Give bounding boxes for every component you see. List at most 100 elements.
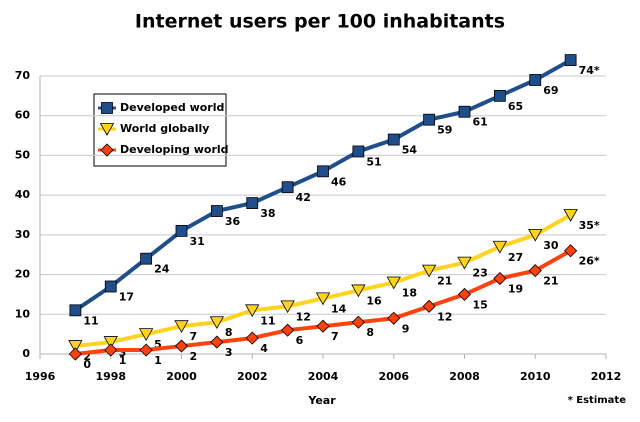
chart-title: Internet users per 100 inhabitants bbox=[135, 11, 505, 33]
data-label: 11 bbox=[260, 314, 275, 327]
x-tick-label: 2006 bbox=[378, 370, 409, 383]
data-label: 4 bbox=[260, 342, 268, 355]
data-label: 65 bbox=[508, 100, 523, 113]
legend-marker bbox=[101, 102, 113, 114]
data-label: 69 bbox=[543, 84, 558, 97]
data-point bbox=[423, 113, 436, 126]
y-tick-label: 70 bbox=[15, 69, 31, 82]
data-point bbox=[280, 300, 295, 314]
data-label: 11 bbox=[83, 314, 98, 327]
data-label: 9 bbox=[402, 322, 410, 335]
x-tick-label: 1998 bbox=[95, 370, 126, 383]
data-label: 74* bbox=[579, 64, 600, 77]
data-point bbox=[68, 340, 83, 353]
data-label: 24 bbox=[154, 263, 170, 276]
x-tick-label: 2004 bbox=[308, 370, 339, 383]
data-label: 26* bbox=[579, 255, 600, 268]
legend-label: World globally bbox=[120, 122, 209, 135]
y-tick-label: 30 bbox=[15, 228, 31, 241]
x-tick-label: 2008 bbox=[449, 370, 480, 383]
data-point bbox=[493, 89, 506, 102]
legend-marker bbox=[100, 143, 114, 157]
data-point bbox=[281, 323, 295, 337]
data-label: 21 bbox=[437, 275, 452, 288]
data-point bbox=[140, 252, 153, 265]
data-label: 36 bbox=[225, 215, 241, 228]
x-tick-label: 2012 bbox=[591, 370, 622, 383]
data-label: 2 bbox=[83, 350, 91, 363]
data-label: 3 bbox=[119, 346, 127, 359]
data-point bbox=[175, 224, 188, 237]
x-tick-label: 1996 bbox=[25, 370, 56, 383]
data-point bbox=[422, 299, 436, 313]
data-label: 61 bbox=[473, 116, 488, 129]
data-point bbox=[174, 320, 189, 334]
data-label: 31 bbox=[190, 235, 205, 248]
y-tick-label: 0 bbox=[22, 347, 30, 360]
data-point bbox=[138, 328, 154, 341]
data-label: 14 bbox=[331, 302, 347, 315]
data-label: 3 bbox=[225, 346, 233, 359]
y-tick-label: 60 bbox=[15, 109, 31, 122]
data-point bbox=[139, 343, 153, 357]
data-point bbox=[528, 264, 542, 278]
data-label: 17 bbox=[119, 290, 134, 303]
data-point bbox=[458, 105, 471, 118]
data-point bbox=[104, 280, 117, 293]
data-point bbox=[209, 316, 225, 330]
data-point bbox=[564, 54, 577, 67]
data-label: 12 bbox=[296, 310, 311, 323]
data-label: 59 bbox=[437, 124, 452, 137]
data-point bbox=[352, 145, 365, 158]
data-point bbox=[387, 311, 401, 325]
data-label: 38 bbox=[260, 207, 275, 220]
data-label: 35* bbox=[579, 219, 600, 232]
data-point bbox=[493, 271, 507, 286]
data-label: 12 bbox=[437, 310, 452, 323]
data-label: 8 bbox=[225, 326, 233, 339]
y-tick-label: 20 bbox=[15, 268, 31, 281]
y-tick-label: 40 bbox=[15, 188, 31, 201]
data-point bbox=[528, 228, 543, 242]
data-label: 42 bbox=[296, 191, 311, 204]
data-point bbox=[351, 315, 365, 329]
x-tick-label: 2002 bbox=[237, 370, 268, 383]
data-point bbox=[104, 343, 118, 357]
data-label: 51 bbox=[366, 155, 381, 168]
data-point bbox=[317, 165, 329, 178]
legend-label: Developed world bbox=[120, 101, 224, 114]
data-label: 7 bbox=[190, 330, 198, 343]
x-tick-label: 2010 bbox=[520, 370, 551, 383]
data-point bbox=[351, 284, 366, 298]
data-point bbox=[492, 240, 508, 254]
data-label: 1 bbox=[154, 354, 162, 367]
data-point bbox=[564, 244, 578, 258]
data-label: 18 bbox=[402, 287, 417, 300]
data-point bbox=[68, 347, 82, 361]
data-label: 30 bbox=[543, 239, 559, 252]
legend-marker bbox=[99, 123, 115, 136]
data-point bbox=[281, 181, 294, 194]
data-point bbox=[386, 276, 401, 290]
data-label: 27 bbox=[508, 251, 523, 264]
data-point bbox=[315, 292, 331, 306]
data-label: 2 bbox=[190, 350, 198, 363]
data-point bbox=[457, 287, 472, 301]
data-label: 19 bbox=[508, 283, 523, 296]
data-label: 46 bbox=[331, 175, 347, 188]
data-point bbox=[421, 264, 437, 278]
data-label: 23 bbox=[473, 267, 488, 280]
data-point bbox=[387, 133, 400, 146]
data-label: 54 bbox=[402, 144, 418, 157]
x-axis-label: Year bbox=[307, 394, 336, 407]
data-point bbox=[69, 304, 82, 317]
data-label: 21 bbox=[543, 275, 558, 288]
data-point bbox=[245, 331, 259, 345]
data-point bbox=[210, 335, 224, 349]
data-point bbox=[245, 304, 260, 318]
y-tick-label: 50 bbox=[15, 148, 31, 161]
x-tick-label: 2000 bbox=[166, 370, 197, 383]
data-point bbox=[174, 339, 189, 353]
